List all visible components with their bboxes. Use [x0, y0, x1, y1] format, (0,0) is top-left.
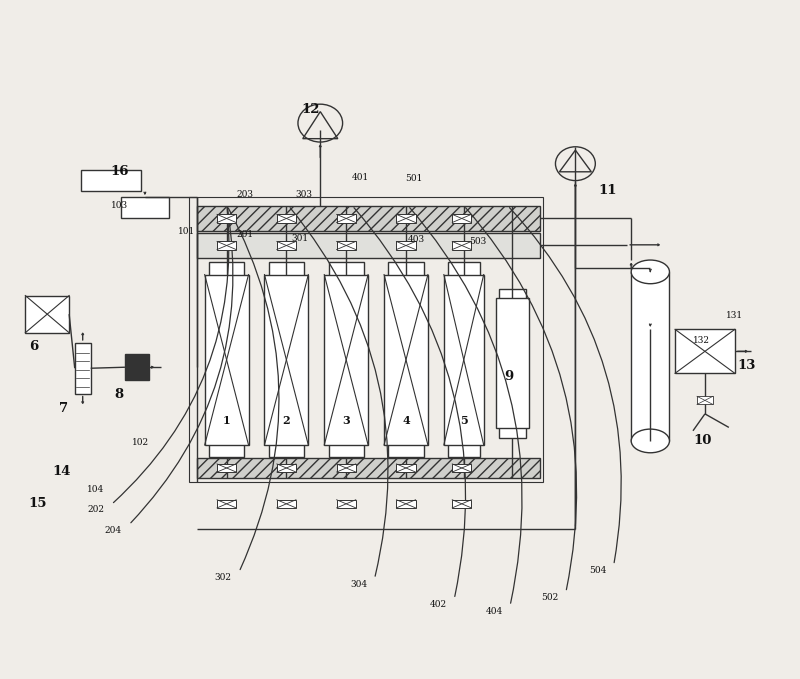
- Bar: [269, 437, 304, 457]
- Text: 104: 104: [87, 485, 104, 494]
- Bar: [444, 274, 484, 445]
- Text: 204: 204: [105, 526, 122, 534]
- Text: 131: 131: [726, 312, 743, 320]
- Bar: [337, 215, 356, 223]
- Text: 14: 14: [52, 465, 70, 478]
- Bar: [125, 354, 149, 380]
- Text: 2: 2: [282, 415, 290, 426]
- Bar: [197, 206, 539, 232]
- Bar: [217, 464, 236, 472]
- Text: 102: 102: [132, 438, 150, 447]
- Text: 8: 8: [115, 388, 124, 401]
- Bar: [217, 215, 236, 223]
- Bar: [209, 262, 244, 282]
- Bar: [217, 242, 236, 250]
- Text: 203: 203: [236, 189, 253, 199]
- Text: 4: 4: [402, 415, 410, 426]
- Bar: [74, 343, 90, 394]
- Bar: [121, 198, 169, 218]
- Bar: [384, 274, 428, 445]
- Text: 501: 501: [406, 174, 423, 183]
- Bar: [265, 274, 308, 445]
- Bar: [209, 437, 244, 457]
- Text: 402: 402: [430, 600, 447, 609]
- Text: 13: 13: [738, 359, 756, 371]
- Text: 10: 10: [694, 435, 712, 447]
- Bar: [189, 198, 543, 481]
- Bar: [269, 262, 304, 282]
- Bar: [397, 500, 415, 508]
- Text: 301: 301: [292, 234, 309, 242]
- Text: 9: 9: [505, 370, 514, 383]
- Bar: [496, 298, 529, 428]
- Text: 6: 6: [29, 340, 38, 353]
- Bar: [277, 500, 296, 508]
- Bar: [397, 215, 415, 223]
- Text: 15: 15: [28, 496, 46, 510]
- Bar: [499, 422, 526, 438]
- Bar: [397, 464, 415, 472]
- Text: 1: 1: [222, 415, 230, 426]
- Bar: [452, 215, 471, 223]
- Text: 16: 16: [110, 165, 129, 179]
- Text: 12: 12: [302, 103, 320, 116]
- Bar: [452, 500, 471, 508]
- Text: 503: 503: [470, 237, 486, 246]
- Text: 7: 7: [59, 402, 68, 415]
- Text: 201: 201: [236, 230, 253, 239]
- Bar: [26, 295, 69, 333]
- Text: 101: 101: [178, 227, 195, 236]
- Bar: [697, 397, 713, 405]
- Bar: [197, 233, 539, 258]
- Bar: [205, 274, 249, 445]
- Text: 403: 403: [407, 235, 425, 244]
- Bar: [397, 242, 415, 250]
- Text: 132: 132: [693, 336, 710, 346]
- Bar: [277, 215, 296, 223]
- Text: 304: 304: [350, 580, 367, 589]
- Bar: [631, 272, 670, 441]
- Bar: [324, 274, 368, 445]
- Bar: [675, 329, 735, 373]
- Ellipse shape: [631, 429, 670, 453]
- Bar: [277, 464, 296, 472]
- Bar: [448, 437, 480, 457]
- Bar: [389, 262, 423, 282]
- Text: 302: 302: [214, 573, 231, 582]
- Text: 5: 5: [460, 415, 468, 426]
- Text: 103: 103: [111, 201, 128, 210]
- Bar: [389, 437, 423, 457]
- Bar: [499, 289, 526, 304]
- Ellipse shape: [631, 260, 670, 284]
- Bar: [277, 242, 296, 250]
- Text: 504: 504: [589, 566, 606, 575]
- Bar: [337, 464, 356, 472]
- Bar: [217, 500, 236, 508]
- Bar: [81, 170, 141, 191]
- Bar: [337, 500, 356, 508]
- Text: 11: 11: [598, 184, 617, 197]
- Text: 303: 303: [296, 189, 313, 199]
- Bar: [197, 458, 539, 478]
- Bar: [329, 437, 364, 457]
- Bar: [452, 242, 471, 250]
- Bar: [448, 262, 480, 282]
- Text: 404: 404: [486, 607, 502, 616]
- Text: 3: 3: [342, 415, 350, 426]
- Text: 401: 401: [351, 172, 369, 182]
- Text: 502: 502: [542, 593, 558, 602]
- Bar: [337, 242, 356, 250]
- Bar: [452, 464, 471, 472]
- Bar: [329, 262, 364, 282]
- Text: 202: 202: [87, 505, 104, 515]
